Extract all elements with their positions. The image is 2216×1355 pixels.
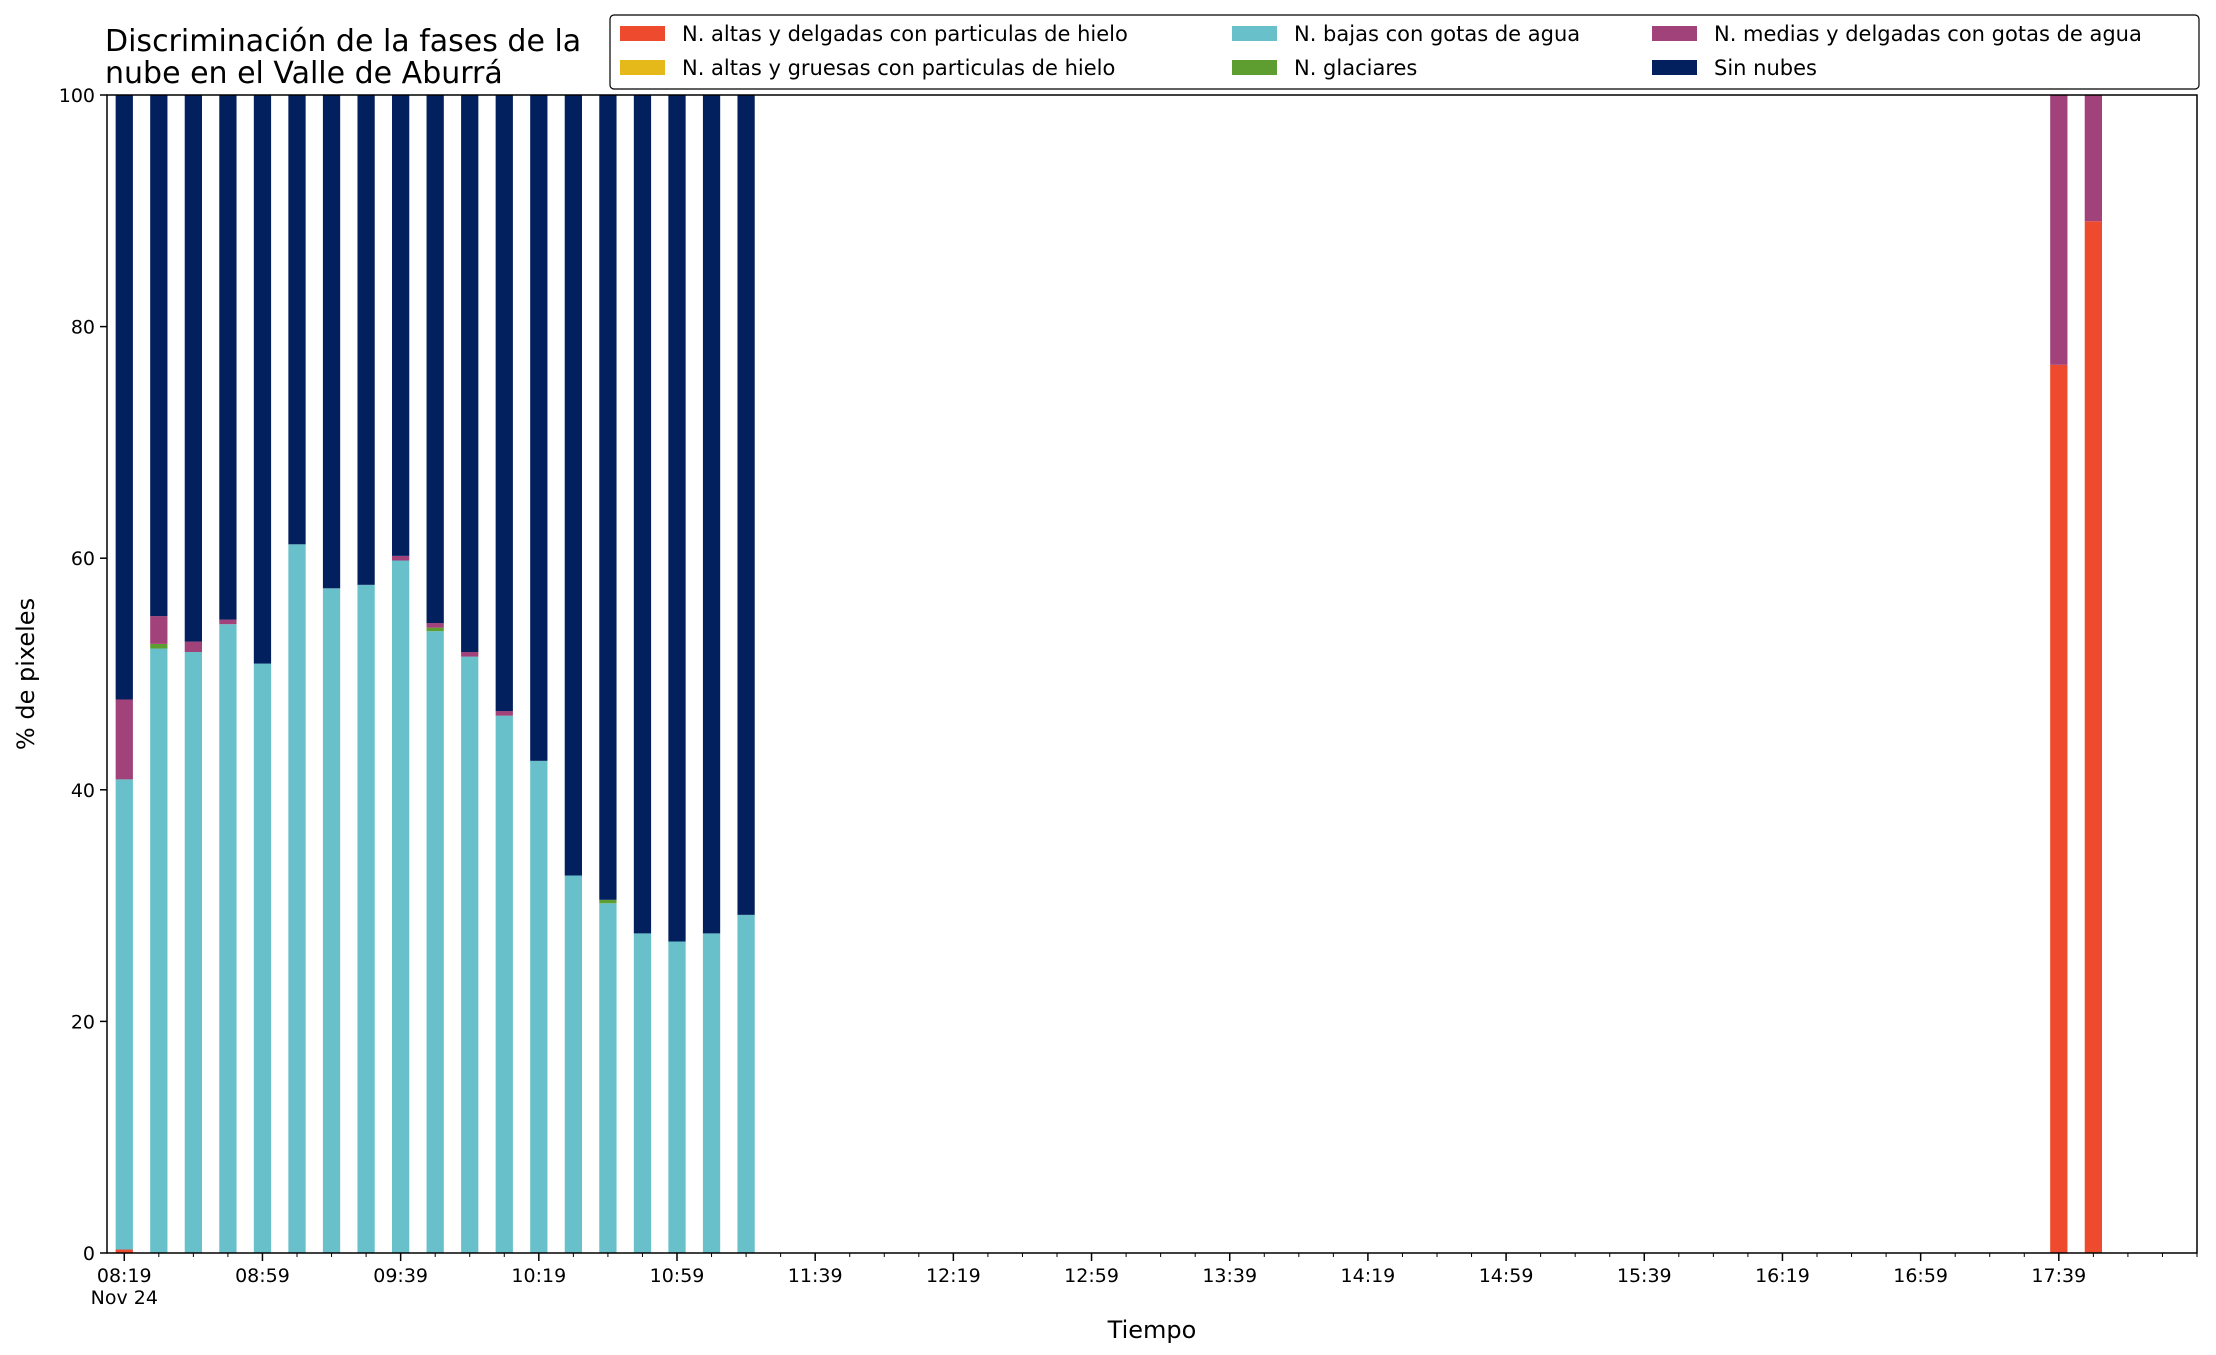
x-tick-label: 12:19 xyxy=(926,1265,981,1287)
x-tick-label: 08:19 xyxy=(97,1265,152,1287)
bar-segment-1739-s4 xyxy=(2050,95,2068,365)
y-tick-label: 100 xyxy=(59,85,95,107)
bar-segment-0959-s5 xyxy=(461,95,479,652)
legend-swatch xyxy=(620,60,665,75)
legend-swatch xyxy=(1232,60,1277,75)
x-tick-label: 16:59 xyxy=(1893,1265,1948,1287)
bar-segment-0839-s5 xyxy=(184,95,202,642)
x-axis: 08:19 08:59 09:39 10:19 10:59 11:39 12:19 12:59… xyxy=(97,1253,2198,1287)
bar-segment-1119-s5 xyxy=(737,95,755,915)
bar-segment-1039-s5 xyxy=(599,95,617,900)
y-axis: 0 20 40 60 80 100 xyxy=(59,85,107,1265)
bar-segment-0929-s2 xyxy=(357,584,375,1253)
bar-segment-1109-s2 xyxy=(702,933,721,1253)
legend-swatch xyxy=(1652,60,1697,75)
bar-segment-0849-s2 xyxy=(219,624,237,1253)
bar-segment-1019-s5 xyxy=(530,95,548,761)
x-tick-label: 08:59 xyxy=(235,1265,290,1287)
legend-label: N. altas y gruesas con particulas de hie… xyxy=(682,56,1115,80)
legend-label: Sin nubes xyxy=(1714,56,1817,80)
bar-segment-1119-s2 xyxy=(737,914,755,1253)
x-tick-label: 16:19 xyxy=(1755,1265,1810,1287)
legend-label: N. glaciares xyxy=(1294,56,1417,80)
bars-layer xyxy=(115,95,2102,1254)
bar-segment-0959-s4 xyxy=(461,651,479,657)
bar-segment-1009-s2 xyxy=(495,715,513,1253)
bar-segment-1019-s2 xyxy=(530,760,548,1253)
x-tick-label: 12:59 xyxy=(1064,1265,1119,1287)
x-date-label: Nov 24 xyxy=(91,1287,158,1309)
chart-title-line-2: nube en el Valle de Aburrá xyxy=(105,56,503,91)
y-tick-label: 80 xyxy=(71,317,95,339)
bar-segment-0909-s5 xyxy=(288,95,306,545)
x-tick-label: 15:39 xyxy=(1617,1265,1672,1287)
legend-frame xyxy=(609,14,2200,90)
bar-segment-0849-s5 xyxy=(219,95,237,620)
bar-segment-0929-s5 xyxy=(357,95,375,585)
bar-segment-1009-s4 xyxy=(495,711,513,716)
bar-segment-0819-s2 xyxy=(115,779,133,1250)
legend-swatch xyxy=(1652,26,1697,41)
bar-segment-0949-s2 xyxy=(426,631,444,1253)
bar-segment-0819-s4 xyxy=(115,699,133,780)
bar-segment-0839-s2 xyxy=(184,651,202,1253)
legend-swatch xyxy=(1232,26,1277,41)
legend-label: N. bajas con gotas de agua xyxy=(1294,22,1580,46)
x-tick-label: 10:59 xyxy=(650,1265,705,1287)
y-axis-label: % de pixeles xyxy=(12,598,40,750)
bar-segment-1749-s0 xyxy=(2084,221,2102,1253)
bar-segment-0939-s5 xyxy=(392,95,410,556)
bar-segment-0849-s4 xyxy=(219,619,237,625)
bar-segment-0949-s4 xyxy=(426,623,444,628)
x-tick-label: 09:39 xyxy=(373,1265,428,1287)
x-tick-label: 17:39 xyxy=(2031,1265,2086,1287)
bar-segment-1009-s5 xyxy=(495,95,513,712)
bar-segment-1039-s2 xyxy=(599,903,617,1253)
bar-segment-0859-s2 xyxy=(253,663,272,1253)
plot-frame xyxy=(106,94,2198,1254)
bar-segment-1049-s2 xyxy=(633,933,652,1253)
bar-segment-0909-s2 xyxy=(288,544,306,1253)
y-tick-label: 20 xyxy=(71,1011,95,1033)
bar-segment-0949-s5 xyxy=(426,95,444,624)
x-tick-label: 14:59 xyxy=(1479,1265,1534,1287)
bar-segment-0919-s2 xyxy=(322,588,341,1253)
bar-segment-1109-s5 xyxy=(702,95,721,934)
bar-segment-1739-s0 xyxy=(2050,364,2068,1254)
bar-segment-1049-s5 xyxy=(633,95,652,934)
bar-segment-0819-s0 xyxy=(115,1249,133,1253)
bar-segment-0959-s2 xyxy=(461,656,479,1253)
x-tick-label: 11:39 xyxy=(788,1265,843,1287)
bar-segment-0819-s5 xyxy=(115,95,133,700)
bar-segment-0919-s5 xyxy=(322,95,341,589)
bar-segment-0939-s4 xyxy=(392,555,410,561)
bar-segment-0949-s3 xyxy=(426,627,444,632)
bar-segment-1059-s5 xyxy=(668,95,686,942)
bar-segment-1029-s2 xyxy=(564,875,582,1253)
bar-segment-1029-s5 xyxy=(564,95,582,876)
chart-title-line-1: Discriminación de la fases de la xyxy=(105,24,581,59)
legend-swatch xyxy=(620,26,665,41)
x-tick-label: 10:19 xyxy=(511,1265,566,1287)
y-tick-label: 60 xyxy=(71,548,95,570)
bar-segment-0829-s5 xyxy=(150,95,168,617)
y-tick-label: 40 xyxy=(71,780,95,802)
legend-label: N. medias y delgadas con gotas de agua xyxy=(1714,22,2142,46)
x-axis-label: Tiempo xyxy=(1107,1316,1197,1344)
y-tick-label: 0 xyxy=(83,1243,95,1265)
bar-segment-0839-s4 xyxy=(184,641,202,652)
bar-segment-0859-s5 xyxy=(253,95,272,664)
x-tick-label: 13:39 xyxy=(1202,1265,1257,1287)
x-tick-label: 14:19 xyxy=(1341,1265,1396,1287)
bar-segment-1749-s4 xyxy=(2084,95,2102,222)
bar-segment-0829-s3 xyxy=(150,643,168,649)
legend-label: N. altas y delgadas con particulas de hi… xyxy=(682,22,1128,46)
bar-segment-0829-s2 xyxy=(150,648,168,1253)
bar-segment-0939-s2 xyxy=(392,560,410,1253)
bar-segment-0829-s4 xyxy=(150,616,168,644)
bar-segment-1059-s2 xyxy=(668,941,686,1253)
bar-segment-1039-s3 xyxy=(599,899,617,904)
legend: N. altas y delgadas con particulas de hi… xyxy=(609,14,2200,90)
